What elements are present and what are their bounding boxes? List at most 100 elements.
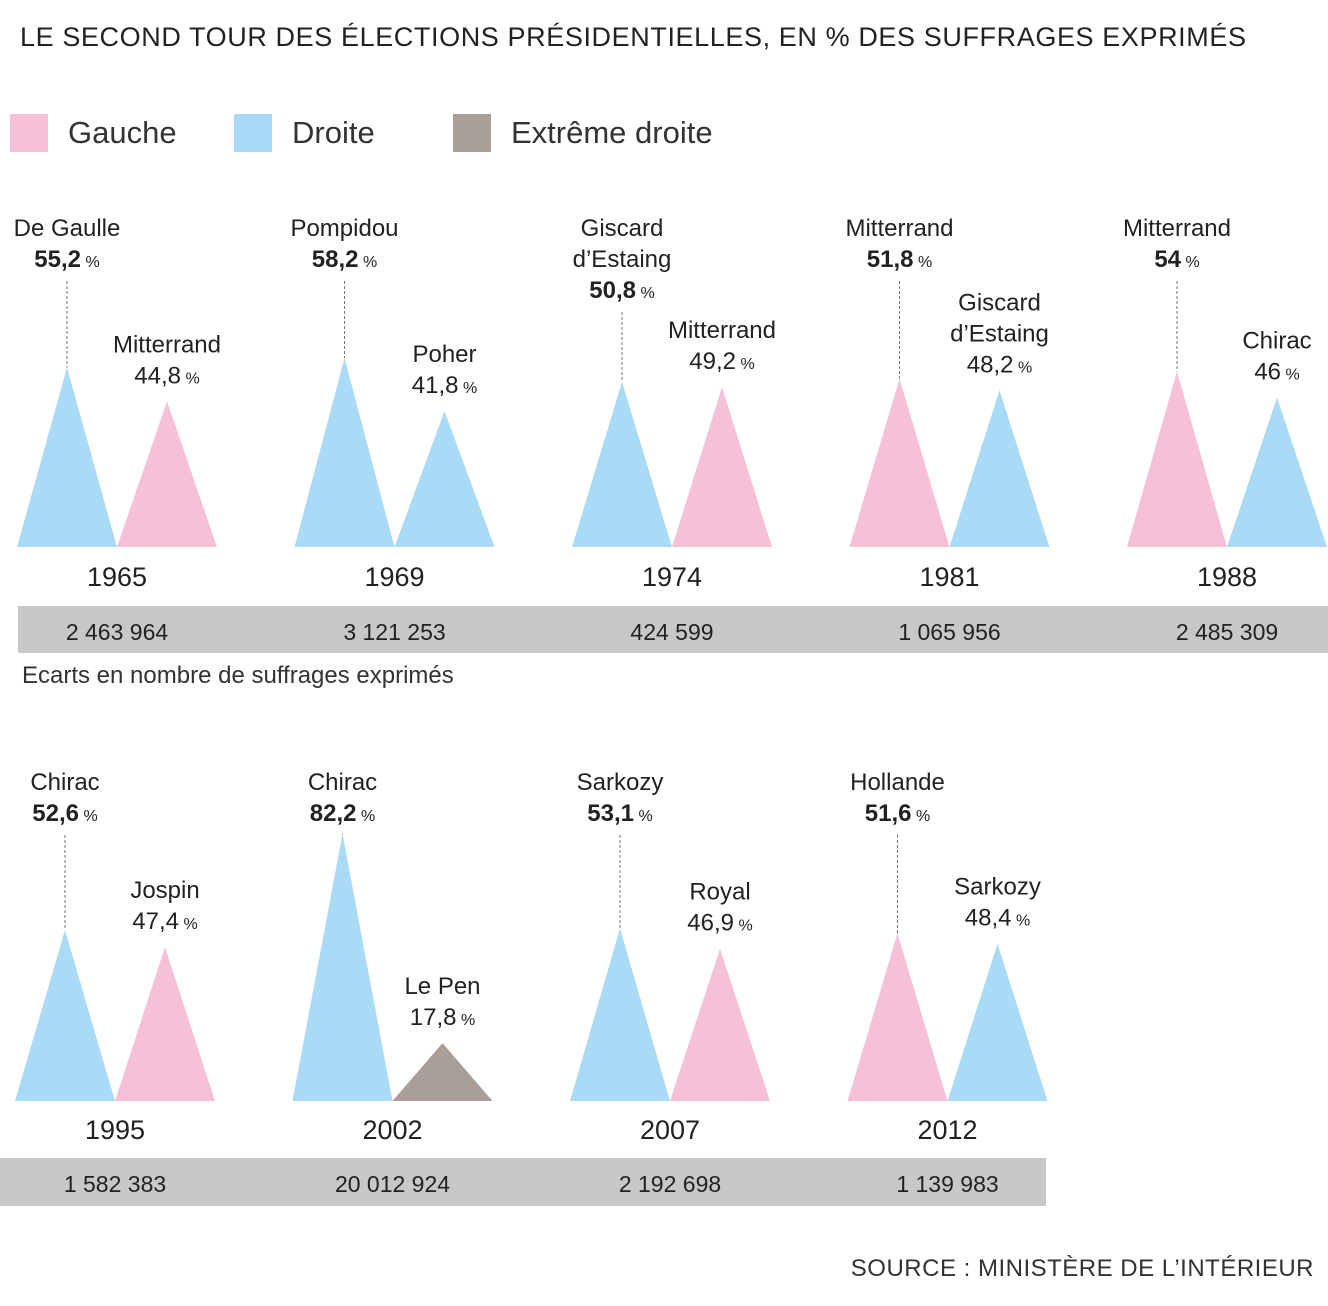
year-label: 1969 xyxy=(364,562,424,592)
pct-value: 46 xyxy=(1254,359,1281,386)
winner-name: Mitterrand xyxy=(1123,215,1231,242)
pct-unit: % xyxy=(736,356,755,373)
triangle-winner-1981 xyxy=(849,378,950,547)
triangle-loser-1974 xyxy=(672,387,772,547)
year-label: 2012 xyxy=(917,1115,977,1145)
gap-value: 1 139 983 xyxy=(896,1171,998,1197)
winner-pct: 51,8 % xyxy=(867,246,932,273)
gap-bar-row-1 xyxy=(18,606,1328,653)
winner-name: Sarkozy xyxy=(577,769,664,796)
pct-unit: % xyxy=(1181,254,1200,271)
winner-name: Chirac xyxy=(308,769,377,796)
gap-value: 2 192 698 xyxy=(619,1171,721,1197)
pct-value: 52,6 xyxy=(32,800,79,827)
winner-pct: 82,2 % xyxy=(310,800,375,827)
pct-value: 51,8 xyxy=(867,246,914,273)
pct-unit: % xyxy=(912,808,931,825)
pct-unit: % xyxy=(81,254,100,271)
triangle-loser-2002 xyxy=(392,1043,493,1101)
pct-unit: % xyxy=(357,808,376,825)
winner-pct: 54 % xyxy=(1154,246,1199,273)
pct-value: 17,8 xyxy=(410,1004,457,1031)
pct-value: 82,2 xyxy=(310,800,357,827)
loser-name: Chirac xyxy=(1242,328,1311,355)
loser-pct: 47,4 % xyxy=(132,908,197,935)
gap-note: Ecarts en nombre de suffrages exprimés xyxy=(22,662,454,689)
pct-unit: % xyxy=(79,808,98,825)
loser-pct: 44,8 % xyxy=(134,362,199,389)
loser-pct: 46 % xyxy=(1254,359,1299,386)
pct-unit: % xyxy=(634,808,653,825)
year-label: 1974 xyxy=(642,562,702,592)
pct-value: 48,4 xyxy=(965,905,1012,932)
year-label: 1988 xyxy=(1197,562,1257,592)
winner-name: Giscard xyxy=(581,215,664,242)
triangle-loser-2007 xyxy=(670,948,770,1101)
loser-pct: 48,4 % xyxy=(965,905,1030,932)
year-label: 1965 xyxy=(87,562,147,592)
legend-swatch-gauche xyxy=(10,114,48,152)
pct-unit: % xyxy=(636,285,655,302)
gap-value: 3 121 253 xyxy=(343,619,445,645)
loser-name: Sarkozy xyxy=(954,874,1041,901)
winner-pct: 51,6 % xyxy=(865,800,930,827)
pct-unit: % xyxy=(457,1012,476,1029)
triangle-loser-1981 xyxy=(949,390,1050,547)
triangle-loser-1965 xyxy=(117,401,217,547)
pct-unit: % xyxy=(179,916,198,933)
winner-pct: 50,8 % xyxy=(589,277,654,304)
triangle-winner-2002 xyxy=(292,833,393,1101)
legend-item-droite: Droite xyxy=(234,114,375,152)
triangle-winner-1969 xyxy=(294,357,395,547)
pct-value: 55,2 xyxy=(34,246,81,273)
loser-pct: 49,2 % xyxy=(689,348,754,375)
loser-pct: 41,8 % xyxy=(412,372,477,399)
loser-name: Poher xyxy=(412,341,476,368)
winner-name: De Gaulle xyxy=(14,215,121,242)
pct-unit: % xyxy=(1014,359,1033,376)
legend-swatch-extreme-droite xyxy=(453,114,491,152)
pct-value: 48,2 xyxy=(967,351,1014,378)
loser-pct: 48,2 % xyxy=(967,351,1032,378)
pct-unit: % xyxy=(1281,367,1300,384)
pct-value: 49,2 xyxy=(689,348,736,375)
winner-name: d’Estaing xyxy=(573,246,672,273)
winner-name: Mitterrand xyxy=(845,215,953,242)
loser-name: d’Estaing xyxy=(950,320,1049,347)
pct-value: 54 xyxy=(1154,246,1181,273)
loser-name: Giscard xyxy=(958,289,1041,316)
winner-pct: 52,6 % xyxy=(32,800,97,827)
pct-unit: % xyxy=(359,254,378,271)
triangle-loser-1988 xyxy=(1227,397,1327,547)
triangle-winner-2007 xyxy=(570,928,670,1101)
source-note: SOURCE : MINISTÈRE DE L’INTÉRIEUR xyxy=(850,1255,1314,1282)
pct-value: 47,4 xyxy=(132,908,179,935)
winner-pct: 58,2 % xyxy=(312,246,377,273)
triangle-winner-1965 xyxy=(17,367,117,547)
pct-value: 53,1 xyxy=(587,800,634,827)
pct-value: 50,8 xyxy=(589,277,636,304)
legend-item-extreme-droite: Extrême droite xyxy=(453,114,713,152)
loser-name: Le Pen xyxy=(404,973,480,1000)
triangle-winner-1995 xyxy=(15,930,115,1101)
year-label: 2002 xyxy=(362,1115,422,1145)
pct-unit: % xyxy=(914,254,933,271)
pct-value: 41,8 xyxy=(412,372,459,399)
pct-value: 58,2 xyxy=(312,246,359,273)
triangle-winner-1988 xyxy=(1127,371,1227,547)
pct-unit: % xyxy=(1012,913,1031,930)
pct-unit: % xyxy=(459,380,478,397)
loser-pct: 46,9 % xyxy=(687,910,752,937)
triangle-loser-2012 xyxy=(947,943,1048,1101)
chart-title: LE SECOND TOUR DES ÉLECTIONS PRÉSIDENTIE… xyxy=(20,22,1247,52)
loser-name: Mitterrand xyxy=(668,317,776,344)
pct-value: 44,8 xyxy=(134,362,181,389)
gap-value: 424 599 xyxy=(630,619,713,645)
pct-value: 51,6 xyxy=(865,800,912,827)
legend-item-gauche: Gauche xyxy=(10,114,177,152)
legend-label: Droite xyxy=(292,115,375,150)
year-label: 1981 xyxy=(919,562,979,592)
gap-value: 2 485 309 xyxy=(1176,619,1278,645)
